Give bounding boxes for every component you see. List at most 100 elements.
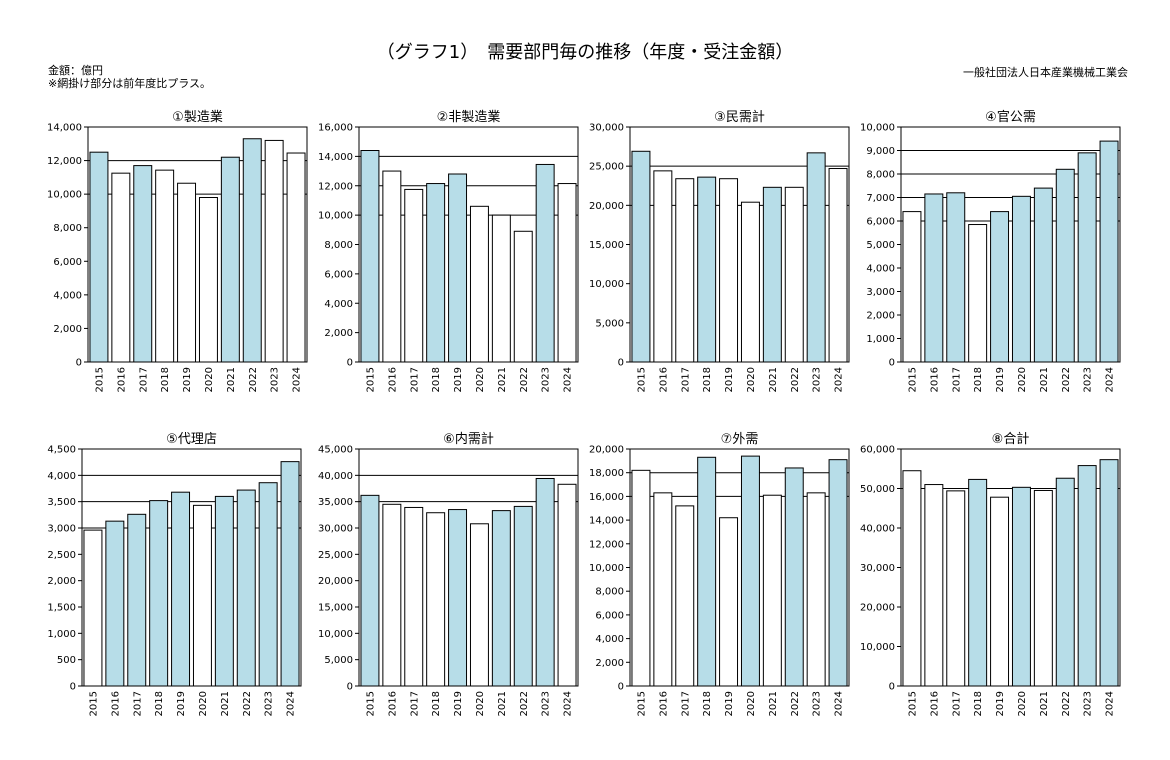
bar-2017 [946, 192, 966, 363]
bar-2017 [404, 506, 424, 687]
x-tick-label: 2021 [768, 691, 779, 716]
y-tick-label: 10,000 [47, 190, 82, 201]
bar-2018 [149, 500, 169, 687]
bar-2015 [360, 150, 380, 363]
x-tick-label: 2016 [658, 367, 669, 392]
chart-title: ⑤代理店 [166, 432, 217, 447]
x-tick-label: 2016 [929, 691, 940, 716]
x-tick-label: 2016 [387, 367, 398, 392]
x-tick-label: 2022 [519, 367, 530, 392]
x-tick-label: 2017 [951, 367, 962, 392]
chart-8: ⑧合計 0 10,000 20,000 30,000 40,000 50,000 60,000… [860, 431, 1121, 716]
y-tick-label: 30,000 [860, 563, 895, 574]
bar-2018 [697, 176, 717, 363]
y-tick-label: 12,000 [589, 539, 624, 550]
x-tick-label: 2021 [220, 691, 231, 716]
y-tick-label: 60,000 [860, 445, 895, 456]
x-tick-label: 2022 [1061, 367, 1072, 392]
x-tick-label: 2021 [497, 367, 508, 392]
y-tick-label: 2,000 [47, 576, 76, 587]
x-tick-label: 2023 [1083, 691, 1094, 716]
y-tick-label: 12,000 [318, 181, 353, 192]
y-tick-label: 4,000 [53, 290, 82, 301]
y-tick-label: 2,000 [324, 328, 353, 339]
bar-2024 [1099, 459, 1119, 687]
x-tick-label: 2018 [431, 367, 442, 392]
chart-1: ①製造業 0 2,000 4,000 6,000 8,000 10,000 12,000 14,… [47, 109, 308, 392]
x-tick-label: 2015 [94, 367, 105, 392]
y-tick-label: 16,000 [589, 492, 624, 503]
y-tick-label: 16,000 [318, 123, 353, 134]
y-tick-label: 10,000 [589, 279, 624, 290]
x-tick-label: 2019 [453, 367, 464, 392]
bar-2017 [946, 490, 966, 687]
y-tick-label: 8,000 [324, 240, 353, 251]
bar-2023 [806, 492, 826, 687]
y-tick-label: 10,000 [318, 629, 353, 640]
x-tick-label: 2023 [1083, 367, 1094, 392]
y-tick-label: 35,000 [318, 497, 353, 508]
chart-2: ②非製造業 0 2,000 4,000 6,000 8,000 10,000 12,000 14… [318, 109, 579, 392]
x-tick-label: 2016 [387, 691, 398, 716]
y-tick-label: 0 [618, 682, 624, 693]
x-tick-label: 2024 [834, 691, 845, 716]
x-tick-label: 2023 [541, 691, 552, 716]
y-tick-label: 0 [618, 358, 624, 369]
y-tick-label: 15,000 [589, 240, 624, 251]
bar-2022 [513, 505, 533, 687]
bar-2022 [242, 138, 262, 363]
bar-2017 [675, 505, 695, 687]
y-tick-label: 3,500 [47, 497, 76, 508]
x-tick-label: 2021 [226, 367, 237, 392]
x-tick-label: 2019 [724, 367, 735, 392]
y-tick-label: 6,000 [53, 257, 82, 268]
x-tick-label: 2017 [132, 691, 143, 716]
x-tick-label: 2015 [636, 691, 647, 716]
bar-2023 [535, 477, 555, 687]
bar-2019 [448, 173, 468, 363]
bar-2019 [719, 178, 739, 363]
y-tick-label: 12,000 [47, 156, 82, 167]
x-tick-label: 2024 [292, 367, 303, 392]
y-tick-label: 5,000 [324, 655, 353, 666]
y-tick-label: 2,000 [595, 658, 624, 669]
x-tick-label: 2021 [1039, 367, 1050, 392]
bar-2016 [105, 520, 125, 687]
x-tick-label: 2021 [497, 691, 508, 716]
bar-2020 [192, 504, 212, 687]
x-tick-label: 2016 [110, 691, 121, 716]
chart-title: ③民需計 [714, 109, 765, 125]
bar-2023 [1077, 465, 1097, 687]
chart-4: ④官公需 0 1,000 2,000 3,000 4,000 5,000 6,000 7,000… [860, 109, 1121, 392]
x-tick-label: 2020 [746, 691, 757, 716]
y-tick-label: 6,000 [595, 610, 624, 621]
bar-2018 [968, 478, 988, 687]
x-tick-label: 2022 [519, 691, 530, 716]
x-tick-label: 2018 [702, 367, 713, 392]
x-tick-label: 2019 [182, 367, 193, 392]
x-tick-label: 2016 [658, 691, 669, 716]
y-tick-label: 8,000 [866, 170, 895, 181]
bar-2016 [382, 170, 402, 363]
chart-title: ④官公需 [985, 109, 1036, 125]
y-tick-label: 10,000 [589, 563, 624, 574]
bar-2016 [382, 503, 402, 687]
y-tick-label: 45,000 [318, 445, 353, 456]
y-tick-label: 20,000 [860, 603, 895, 614]
x-tick-label: 2019 [453, 691, 464, 716]
bar-2019 [719, 517, 739, 687]
y-tick-label: 0 [347, 682, 353, 693]
bar-2018 [968, 224, 988, 363]
chart-title: ①製造業 [172, 109, 223, 125]
bar-2022 [236, 489, 256, 687]
page-title: （グラフ1） 需要部門毎の推移（年度・受注金額） [376, 42, 794, 63]
bar-2024 [557, 483, 577, 687]
bar-2015 [89, 151, 109, 363]
y-tick-label: 25,000 [318, 550, 353, 561]
y-tick-label: 18,000 [589, 468, 624, 479]
y-tick-label: 4,000 [47, 471, 76, 482]
x-tick-label: 2023 [812, 691, 823, 716]
bar-2018 [426, 512, 446, 687]
y-tick-label: 20,000 [589, 201, 624, 212]
x-tick-label: 2024 [834, 367, 845, 392]
